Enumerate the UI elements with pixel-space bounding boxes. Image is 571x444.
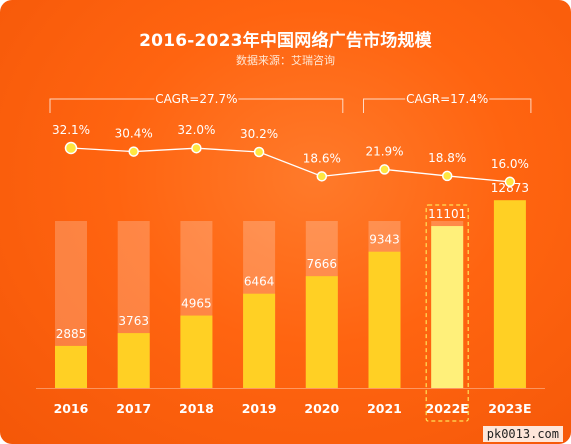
bar-value-label: 9343 [369, 233, 400, 247]
cagr-bracket [363, 98, 532, 113]
chart-title: 2016-2023年中国网络广告市场规模 [139, 31, 432, 51]
growth-point [441, 170, 453, 182]
x-tick-label: 2020 [304, 401, 339, 416]
watermark: pk0013.com [482, 426, 563, 442]
bar-value-label: 3763 [118, 314, 149, 328]
growth-rate-label: 32.1% [52, 123, 90, 137]
bar-value-label: 7666 [307, 257, 338, 271]
growth-point [504, 176, 516, 188]
bar-value-label: 2885 [56, 327, 87, 341]
growth-point [379, 164, 390, 175]
growth-point [316, 171, 328, 182]
bar [117, 333, 150, 388]
growth-point [253, 146, 265, 158]
growth-rate-label: 32.0% [177, 123, 215, 137]
x-tick-label: 2022E [426, 401, 469, 416]
chart-source: 数据来源：艾瑞咨询 [236, 54, 335, 67]
growth-rate-label: 16.0% [491, 157, 529, 171]
x-tick-label: 2017 [116, 401, 151, 416]
growth-line [70, 147, 510, 183]
growth-rate-label: 18.8% [428, 151, 466, 165]
cagr-bracket [49, 98, 344, 113]
bar [493, 200, 526, 388]
bar-value-label: 4965 [181, 297, 212, 311]
x-tick-label: 2021 [367, 401, 402, 416]
bar [368, 251, 401, 388]
bar [55, 345, 87, 388]
growth-rate-label: 30.2% [240, 127, 278, 141]
x-tick-label: 2019 [242, 401, 277, 416]
bar [243, 293, 276, 388]
growth-rate-label: 30.4% [115, 127, 153, 141]
x-tick-label: 2023E [488, 401, 531, 416]
cagr-label: CAGR=17.4% [406, 92, 488, 106]
bar-value-label: 11101 [428, 207, 466, 221]
growth-rate-label: 18.6% [303, 151, 341, 165]
bar [305, 276, 338, 388]
growth-point [191, 142, 202, 154]
x-tick-label: 2016 [54, 401, 89, 416]
bar [180, 315, 213, 388]
bar [431, 226, 464, 388]
growth-point [64, 141, 78, 155]
highlight-frame [425, 204, 469, 422]
bar-value-label: 12873 [491, 181, 529, 195]
bar-value-label: 6464 [244, 275, 275, 289]
growth-rate-label: 21.9% [365, 144, 403, 158]
growth-point [128, 146, 139, 157]
x-tick-label: 2018 [179, 401, 214, 416]
cagr-label: CAGR=27.7% [155, 92, 237, 106]
